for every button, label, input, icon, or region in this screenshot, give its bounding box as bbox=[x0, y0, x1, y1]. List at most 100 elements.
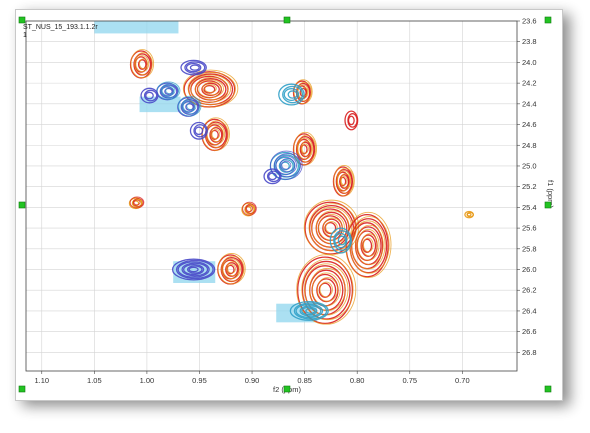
peak-contour-orange bbox=[204, 84, 217, 93]
peak-contour-group[interactable] bbox=[278, 83, 305, 106]
peak-contour-cyan bbox=[186, 102, 196, 111]
peak-contour-blue bbox=[189, 121, 208, 140]
y-tick-label: 25.2 bbox=[522, 182, 537, 191]
peak-contour-group[interactable] bbox=[296, 254, 357, 325]
peak-contour-orange bbox=[221, 255, 245, 282]
resize-handle-bottom-right[interactable] bbox=[544, 385, 552, 393]
peak-contour-blue bbox=[185, 62, 202, 73]
x-tick-label: 1.10 bbox=[34, 376, 49, 385]
peak-contour-orange bbox=[182, 69, 239, 108]
peak-contour-cyan bbox=[182, 100, 197, 113]
peak-contour-group[interactable] bbox=[269, 150, 303, 181]
resize-handle-top-left[interactable] bbox=[18, 16, 26, 24]
peak-contour-blue bbox=[193, 124, 207, 138]
x-tick-label: 1.00 bbox=[140, 376, 155, 385]
peak-contour-group[interactable] bbox=[156, 81, 181, 101]
resize-handle-right[interactable] bbox=[544, 201, 552, 209]
peak-contour-group[interactable] bbox=[189, 121, 208, 140]
peak-contour-blue bbox=[177, 261, 210, 278]
resize-handle-top-right[interactable] bbox=[544, 16, 552, 24]
peak-contour-group[interactable] bbox=[292, 79, 313, 105]
peak-contour-orange bbox=[361, 233, 378, 257]
peak-contour-orange bbox=[301, 143, 309, 154]
y-tick-label: 26.6 bbox=[522, 327, 537, 336]
peak-contour-group[interactable] bbox=[329, 227, 352, 254]
peak-contour-orange bbox=[301, 258, 354, 321]
peak-contour-blue bbox=[175, 259, 214, 280]
peak-contour-red bbox=[225, 262, 239, 277]
peak-contour-group[interactable] bbox=[332, 165, 355, 197]
peak-contour-cyan bbox=[282, 85, 304, 104]
peak-contour-red bbox=[362, 238, 373, 253]
peak-contour-orange bbox=[211, 128, 221, 140]
peak-contour-red bbox=[299, 87, 307, 98]
peak-contour-orange bbox=[201, 117, 230, 151]
resize-handle-bottom-left[interactable] bbox=[18, 385, 26, 393]
peak-contours bbox=[128, 49, 474, 325]
peak-contour-blue bbox=[275, 155, 297, 175]
peak-contour-group[interactable] bbox=[182, 69, 239, 108]
y-tick-label: 24.0 bbox=[522, 58, 537, 67]
peak-contour-group[interactable] bbox=[177, 95, 202, 117]
y-tick-label: 25.8 bbox=[522, 244, 537, 253]
resize-handle-left[interactable] bbox=[18, 201, 26, 209]
peak-contour-red bbox=[129, 196, 145, 209]
peak-contour-group[interactable] bbox=[303, 199, 360, 255]
y-tick-label: 23.8 bbox=[522, 37, 537, 46]
plot-area[interactable] bbox=[26, 21, 517, 371]
peak-contour-orange bbox=[297, 137, 313, 160]
peak-contour-cyan bbox=[165, 87, 175, 95]
peak-contour-red bbox=[318, 282, 332, 298]
y-axis-ticks: 23.6 23.8 24.0 24.2 24.4 24.6 24.8 25.0 25.2 25.4… bbox=[517, 17, 537, 357]
peak-contour-blue bbox=[171, 258, 216, 281]
peak-contour-red bbox=[137, 59, 147, 70]
peak-contour-cyan bbox=[181, 98, 201, 115]
peak-contour-cyan bbox=[299, 305, 322, 317]
peak-contour-group[interactable] bbox=[140, 87, 159, 104]
peak-contour-group[interactable] bbox=[292, 131, 318, 166]
y-tick-label: 26.4 bbox=[522, 306, 537, 315]
peak-contour-blue bbox=[184, 61, 206, 74]
peak-contour-group[interactable] bbox=[180, 59, 207, 76]
peak-contour-red bbox=[299, 141, 311, 158]
peak-contour-group[interactable] bbox=[344, 110, 359, 131]
peak-contour-group[interactable] bbox=[289, 300, 329, 321]
x-tick-label: 0.95 bbox=[192, 376, 207, 385]
peak-contour-group[interactable] bbox=[345, 211, 392, 278]
y-tick-label: 24.2 bbox=[522, 79, 537, 88]
peak-contour-blue bbox=[268, 172, 277, 181]
plot-border bbox=[25, 20, 518, 372]
peak-contour-red bbox=[301, 260, 351, 320]
peak-contour-group[interactable] bbox=[263, 168, 282, 185]
peak-contour-orange bbox=[466, 212, 472, 217]
peak-contour-group[interactable] bbox=[129, 49, 155, 79]
peak-contour-blue bbox=[159, 84, 178, 99]
peak-contour-group[interactable] bbox=[128, 196, 145, 210]
peak-contour-orange bbox=[303, 199, 360, 255]
y-tick-label: 24.4 bbox=[522, 99, 537, 108]
peak-contour-cyan bbox=[337, 235, 347, 246]
peak-contour-group[interactable] bbox=[217, 253, 246, 285]
peak-contour-orange bbox=[197, 79, 224, 98]
peak-contour-orange bbox=[296, 134, 317, 163]
x-tick-label: 0.90 bbox=[245, 376, 260, 385]
peak-contour-orange bbox=[210, 126, 224, 143]
peak-contour-orange bbox=[316, 277, 338, 302]
y-tick-label: 25.6 bbox=[522, 224, 537, 233]
peak-contour-cyan bbox=[283, 88, 300, 102]
y-tick-label: 23.6 bbox=[522, 17, 537, 26]
y-tick-label: 26.8 bbox=[522, 348, 537, 357]
peak-contour-group[interactable] bbox=[464, 210, 474, 219]
peak-contour-orange bbox=[226, 261, 240, 277]
peak-contour-group[interactable] bbox=[171, 258, 216, 281]
peak-contour-group[interactable] bbox=[241, 201, 257, 217]
peak-contour-blue bbox=[143, 89, 158, 102]
resize-handle-top[interactable] bbox=[283, 16, 291, 24]
peak-contour-cyan bbox=[329, 227, 352, 254]
peak-contour-blue bbox=[183, 263, 205, 276]
peak-contour-orange bbox=[309, 267, 346, 311]
peak-contour-orange bbox=[351, 220, 386, 270]
peak-contour-orange bbox=[300, 140, 313, 157]
resize-handle-bottom[interactable] bbox=[283, 385, 291, 393]
